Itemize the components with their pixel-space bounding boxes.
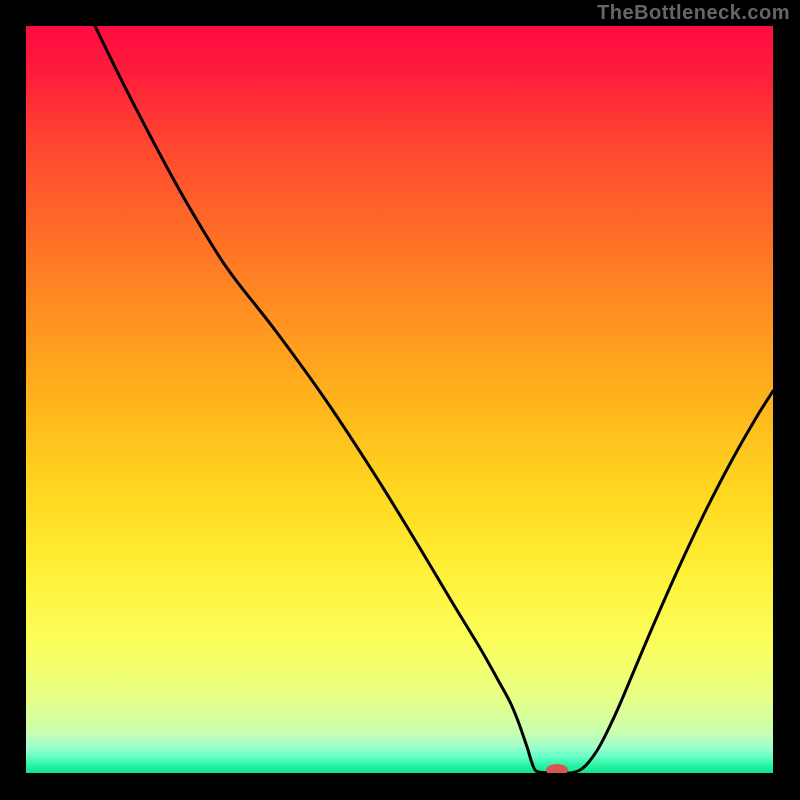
gradient-background [26,26,773,773]
minimum-marker [546,764,568,776]
watermark-text: TheBottleneck.com [597,2,790,25]
chart-frame: TheBottleneck.com [0,0,800,800]
chart-svg [0,0,800,800]
